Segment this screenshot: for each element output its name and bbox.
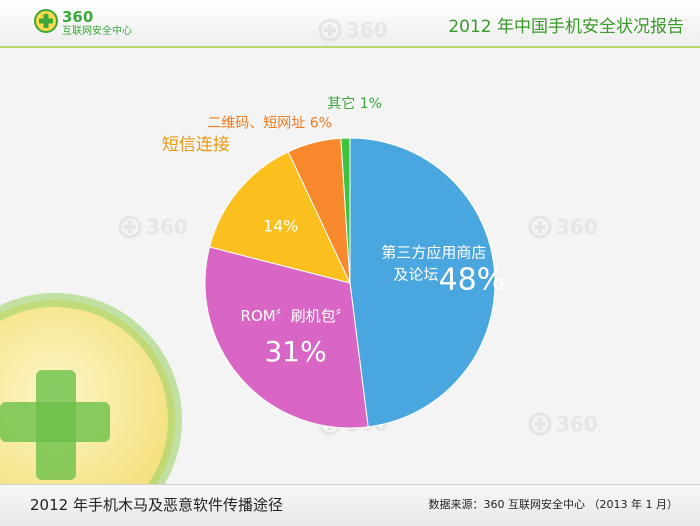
slice-value-app-store-forum: 48% [439, 263, 506, 298]
slice-label-app-store-forum-line2: 及论坛 [393, 266, 438, 284]
svg-text:360: 360 [346, 18, 388, 42]
pie-slice-app-store-forum [349, 137, 496, 428]
pie-slice-sms-link [208, 151, 351, 284]
pie-slice-other [340, 137, 351, 284]
watermark-360: 360 [528, 215, 598, 239]
watermark-360: 360 [318, 18, 388, 42]
watermark-360: 360 [528, 412, 598, 436]
logo-number: 360 [62, 8, 94, 26]
slice-label-rom-flash-package: ROM〞刷机包〞 [241, 307, 351, 325]
slice-value-rom-flash-package: 31% [264, 335, 326, 368]
header-bar: 360 互联网安全中心 2012 年中国手机安全状况报告 [0, 0, 700, 48]
svg-text:360: 360 [556, 412, 598, 436]
slice-label-other: 其它 1% [327, 95, 382, 112]
watermark-360: 360 [118, 215, 188, 239]
slice-value-sms-link: 14% [263, 217, 299, 236]
pie-slice-rom-flash-package [204, 246, 369, 429]
footer-bar: 2012 年手机木马及恶意软件传播途径 数据来源：360 互联网安全中心 （20… [0, 484, 700, 526]
slice-label-app-store-forum: 第三方应用商店 [381, 244, 486, 262]
logo-subtitle: 互联网安全中心 [62, 26, 132, 37]
slice-label-sms-link: 短信连接 [162, 135, 230, 155]
report-title: 2012 年中国手机安全状况报告 [448, 17, 684, 37]
svg-text:360: 360 [146, 215, 188, 239]
logo-plus-icon [34, 9, 58, 33]
data-source: 数据来源：360 互联网安全中心 （2013 年 1 月） [428, 498, 678, 511]
slice-label-qrcode-short-url: 二维码、短网址 6% [207, 116, 332, 132]
logo: 360 互联网安全中心 [62, 9, 132, 38]
chart-title: 2012 年手机木马及恶意软件传播途径 [30, 496, 283, 514]
svg-text:360: 360 [556, 215, 598, 239]
